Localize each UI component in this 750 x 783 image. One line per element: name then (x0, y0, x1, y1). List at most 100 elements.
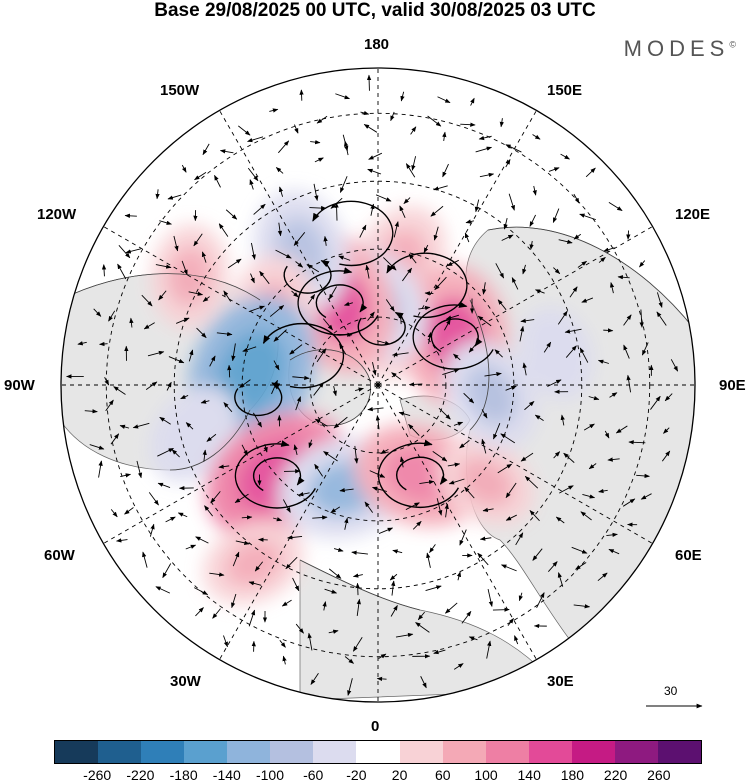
wind-vector (249, 179, 254, 190)
circulation-arc (283, 259, 332, 294)
wind-vector (552, 208, 560, 224)
wind-vector (501, 234, 514, 241)
wind-vector (159, 220, 172, 225)
wind-vector (234, 493, 249, 503)
wind-vector (322, 318, 333, 331)
wind-vector (223, 402, 233, 413)
wind-vector (380, 448, 389, 455)
coast-europe (299, 559, 421, 611)
wind-vector (609, 282, 615, 294)
wind-vector (98, 460, 103, 478)
wind-vector (209, 355, 216, 367)
meridian-line (219, 110, 379, 386)
graticule (61, 68, 695, 702)
wind-vector (626, 374, 632, 393)
wind-vector (241, 515, 253, 520)
wind-vector (375, 194, 392, 202)
meridian-line (377, 384, 537, 660)
wind-vector (351, 550, 368, 555)
meridian-line (103, 384, 379, 544)
coast-siberia (487, 226, 695, 331)
wind-vector (330, 506, 341, 514)
circulation-arc (262, 323, 345, 389)
colorbar-tick-label: 140 (517, 767, 541, 783)
colorbar-swatch (528, 741, 572, 763)
wind-vector (175, 317, 190, 324)
wind-scale-label: 30 (664, 684, 678, 698)
wind-vector (295, 623, 304, 634)
circulation-arc (315, 284, 368, 319)
wind-vector (433, 185, 448, 191)
wind-vector (581, 297, 594, 303)
wind-vector (481, 409, 488, 419)
wind-vector (395, 632, 414, 638)
circulation-arc (377, 439, 460, 508)
map-content (61, 68, 695, 702)
wind-vector (433, 226, 439, 241)
wind-vector (216, 331, 233, 337)
wind-vector (505, 144, 522, 153)
wind-vector (456, 571, 462, 581)
wind-vector (185, 544, 197, 550)
wind-vector (606, 532, 618, 537)
wind-vector (295, 261, 304, 268)
wind-vector (405, 163, 416, 178)
wind-vector (479, 536, 492, 541)
wind-vector (390, 111, 395, 122)
colorbar-swatch (571, 741, 615, 763)
circulation-arc (412, 301, 494, 370)
wind-vector (343, 140, 349, 156)
wind-vector (378, 527, 394, 534)
map-title: Base 29/08/2025 00 UTC, valid 30/08/2025… (154, 0, 596, 21)
wind-vector (444, 503, 449, 518)
wind-vector (636, 473, 650, 479)
wind-vector (155, 264, 172, 269)
wind-vector (547, 561, 558, 572)
wind-vector (497, 463, 513, 474)
modes-logo: MODES© (624, 36, 736, 62)
wind-vector (529, 214, 536, 227)
wind-vector (254, 561, 264, 572)
wind-vector (332, 385, 337, 397)
wind-vector (412, 520, 422, 530)
wind-vector (328, 286, 337, 300)
wind-vector (314, 418, 328, 427)
coastlines (61, 226, 695, 611)
wind-vector (464, 486, 475, 499)
wind-vector (219, 149, 234, 154)
latitude-circle (241, 248, 515, 522)
colorbar-swatch (184, 741, 228, 763)
wind-vector (223, 635, 228, 648)
wind-vector (423, 244, 429, 254)
wind-vector (157, 482, 171, 488)
wind-vector (367, 168, 382, 175)
wind-vector (598, 488, 608, 494)
wind-vector (565, 345, 577, 358)
wind-vector (316, 115, 328, 124)
colorbar-swatch (485, 741, 529, 763)
wind-vector (180, 394, 189, 400)
wind-vector (167, 194, 182, 200)
wind-vector (408, 423, 420, 436)
colorbar-swatch (442, 741, 486, 763)
wind-vector (604, 430, 610, 439)
wind-vector (285, 556, 298, 570)
wind-vector (124, 213, 137, 218)
wind-vector (433, 649, 446, 655)
wind-vector (202, 296, 210, 302)
wind-vector (520, 452, 534, 462)
wind-vector (277, 222, 283, 237)
wind-vector (335, 93, 350, 100)
wind-vector (656, 292, 663, 308)
wind-vector (376, 340, 391, 346)
wind-vector (108, 310, 116, 322)
colorbar-labels: -260 -220 -180 -140 -100 -60 -20 20 60 100 140 180 2… (54, 767, 702, 783)
wind-vector (295, 396, 301, 411)
wind-vector (281, 599, 292, 607)
wind-vector (200, 399, 210, 404)
wind-vector (310, 673, 319, 685)
brand-name: MODES (623, 36, 730, 61)
wind-vector (352, 636, 363, 652)
wind-vector (588, 396, 600, 401)
